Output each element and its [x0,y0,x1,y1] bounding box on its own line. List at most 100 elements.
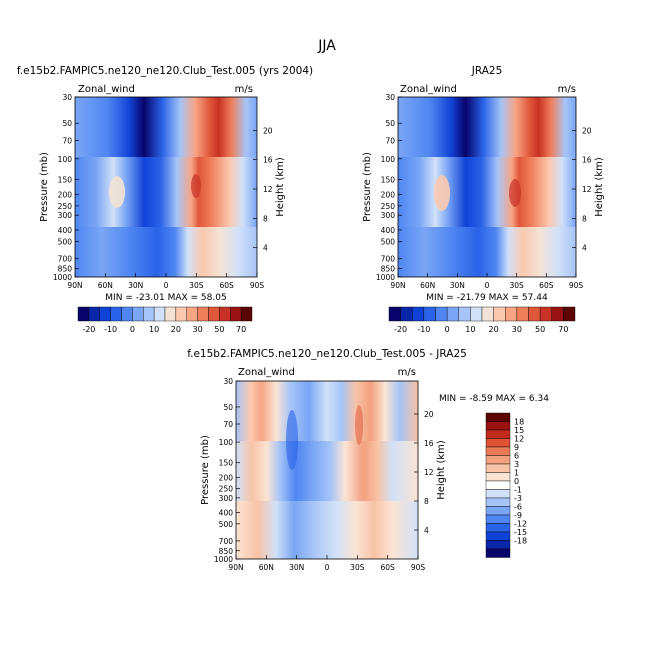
y-tick-label: 1000 [214,555,233,564]
y-tick-label: 1000 [376,273,395,282]
panel-obs: JRA25 Zonal_wind m/s 3050701001502002503… [362,65,605,334]
panel-model: f.e15b2.FAMPIC5.ne120_ne120.Club_Test.00… [17,65,313,334]
y-axis-label: Pressure (mb) [200,435,211,505]
colorbar-swatch [485,506,511,516]
colorbar-swatch [485,489,511,499]
x-tick-label: 30N [450,281,465,290]
colorbar-swatch [197,306,209,322]
x-tick-label: 60N [98,281,113,290]
colorbar-label: 30 [512,325,522,334]
y-tick-label: 700 [58,255,73,264]
colorbar-swatch [88,306,100,322]
height-tick-label: 16 [263,156,273,165]
y-tick-label: 400 [381,226,396,235]
x-tick-label: 60S [539,281,554,290]
colorbar-label: 20 [171,325,181,334]
panel-diff-title: f.e15b2.FAMPIC5.ne120_ne120.Club_Test.00… [187,348,467,360]
colorbar-swatch [164,306,177,322]
colorbar-label: 10 [149,325,159,334]
panel-obs-title: JRA25 [471,65,503,77]
colorbar-swatch [153,306,166,322]
colorbar-swatch [485,497,511,507]
colorbar-label: 12 [514,435,524,444]
panel-obs-varname: Zonal_wind [400,84,457,95]
height-tick-label: 8 [582,214,587,223]
height-tick-label: 8 [424,497,429,506]
height-axis-label: Height (km) [436,440,447,500]
colorbar-swatch [186,306,198,322]
panel-obs-colorbar: -20 -10 0 10 20 30 50 70 [388,306,576,334]
x-tick-label: 30N [128,281,143,290]
colorbar-label: 0 [130,325,135,334]
colorbar-label: -15 [514,528,527,537]
colorbar-swatch [99,306,111,322]
colorbar-swatch [423,306,436,322]
y-tick-label: 100 [58,155,73,164]
panel-model-stats: MIN = -23.01 MAX = 58.05 [105,293,226,303]
height-tick-label: 20 [263,126,273,135]
y-tick-label: 500 [219,520,234,529]
colorbar-swatch [539,306,552,322]
colorbar-swatch [481,306,494,322]
colorbar-label: 6 [514,452,519,461]
colorbar-swatch [516,306,529,322]
x-tick-label: 30S [350,563,365,572]
panel-diff-axes: 305070100150200250300400500700850100090N… [200,377,447,572]
x-tick-label: 90N [67,281,82,290]
y-tick-label: 500 [381,237,396,246]
colorbar-label: 10 [465,325,475,334]
y-tick-label: 150 [58,176,73,185]
colorbar-swatch [208,306,220,322]
height-axis-label: Height (km) [594,157,605,217]
colorbar-swatch [485,472,511,482]
colorbar-swatch [485,540,511,550]
x-tick-label: 60S [381,563,396,572]
y-tick-label: 200 [219,473,234,482]
colorbar-swatch [121,306,133,322]
y-tick-label: 200 [381,190,396,199]
y-tick-label: 250 [58,202,73,211]
colorbar-swatch [219,306,231,322]
colorbar-label: -20 [394,325,407,334]
x-tick-label: 30S [510,281,525,290]
colorbar-label: -12 [514,520,527,529]
height-tick-label: 4 [263,244,268,253]
colorbar-label: -10 [417,325,430,334]
colorbar-label: 0 [445,325,450,334]
x-tick-label: 90S [250,281,265,290]
colorbar-label: 15 [514,426,524,435]
x-tick-label: 60N [420,281,435,290]
colorbar-swatch [563,306,576,322]
colorbar-label: 3 [514,460,519,469]
colorbar-label: 50 [214,325,224,334]
height-tick-label: 4 [582,244,587,253]
colorbar-label: 30 [193,325,203,334]
colorbar-label: -18 [514,537,527,546]
colorbar-swatch [230,306,242,322]
y-axis-label: Pressure (mb) [362,152,373,222]
panel-obs-units: m/s [558,84,576,95]
colorbar-swatch [470,306,483,322]
x-tick-label: 60S [220,281,235,290]
panel-diff-varname: Zonal_wind [238,367,295,378]
y-tick-label: 300 [381,211,396,220]
colorbar-label: -9 [514,511,522,520]
x-tick-label: 90S [411,563,426,572]
colorbar-label: 70 [558,325,568,334]
y-tick-label: 250 [219,485,234,494]
colorbar-swatch [143,306,155,322]
panel-diff-units: m/s [398,367,416,378]
colorbar-swatch [485,463,511,473]
panel-model-field [75,97,257,277]
y-tick-label: 300 [219,494,234,503]
colorbar-swatch [493,306,506,322]
colorbar-swatch [110,306,122,322]
y-tick-label: 70 [385,136,395,145]
colorbar-swatch [485,429,511,439]
colorbar-swatch [412,306,425,322]
colorbar-label: 18 [514,418,524,427]
y-tick-label: 30 [62,93,72,102]
panel-model-title: f.e15b2.FAMPIC5.ne120_ne120.Club_Test.00… [17,65,313,77]
x-tick-label: 90S [569,281,584,290]
